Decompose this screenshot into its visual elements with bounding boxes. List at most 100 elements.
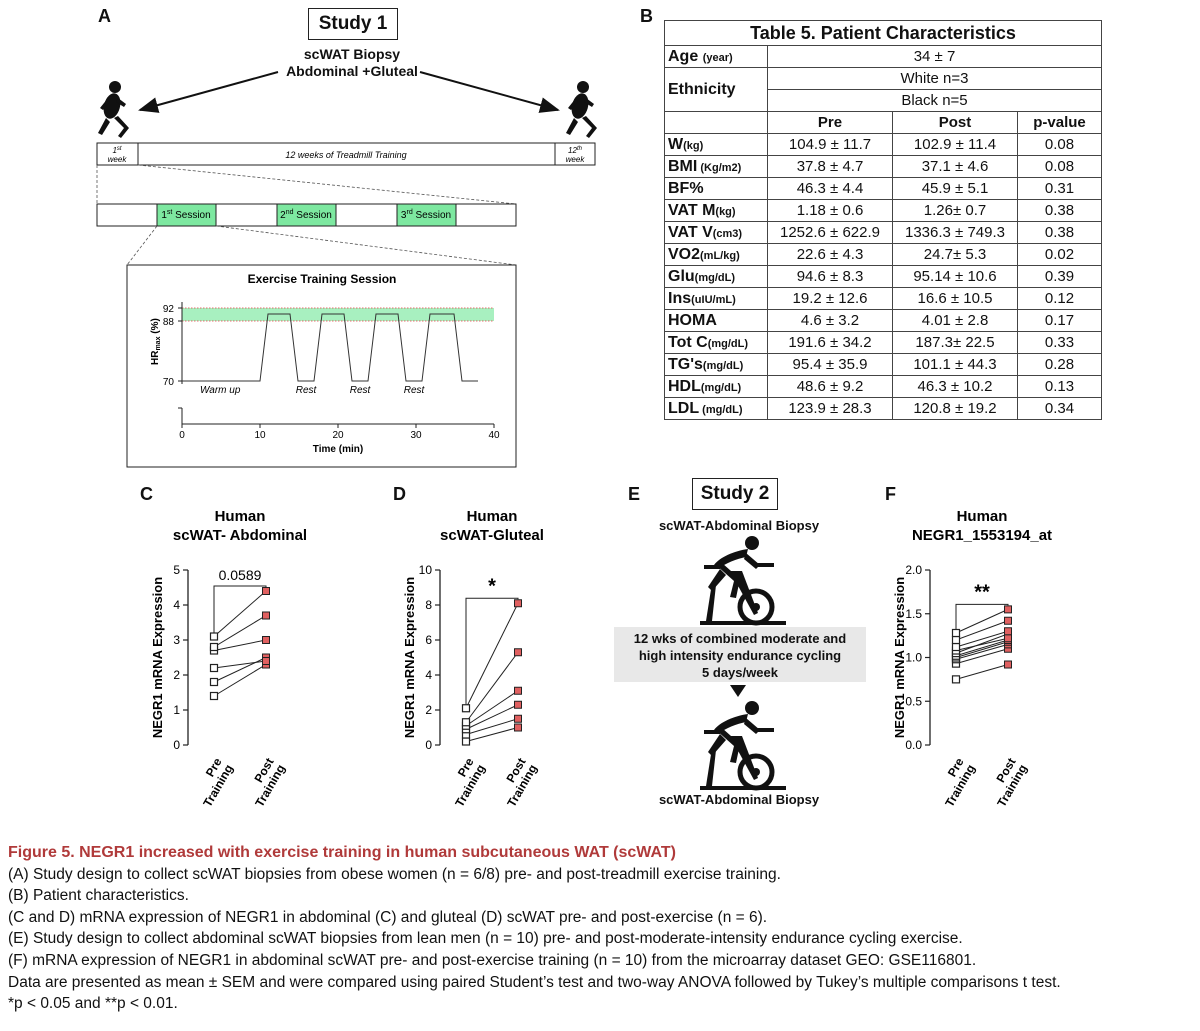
study-1-biopsy: scWAT Biopsy Abdominal +Gluteal bbox=[252, 46, 452, 80]
protocol-box: 12 wks of combined moderate and high int… bbox=[614, 627, 866, 682]
y-tick-label: 4 bbox=[173, 598, 180, 612]
significance-label: 0.0589 bbox=[219, 567, 262, 583]
table-row: Ethnicity White n=3 bbox=[664, 67, 1102, 112]
row-label: Tot C(mg/dL) bbox=[664, 331, 768, 354]
panel-a-letter: A bbox=[98, 6, 111, 26]
significance-bracket bbox=[465, 597, 519, 705]
chart-title-line-1: Human bbox=[467, 508, 518, 525]
x-tick: 0 bbox=[179, 430, 185, 441]
pair-line bbox=[465, 718, 519, 735]
hr-trace bbox=[182, 313, 478, 382]
pair-line bbox=[213, 590, 267, 637]
pair-line bbox=[955, 664, 1009, 680]
table-row: TG's(mg/dL) 95.4 ± 35.9 101.1 ± 44.3 0.28 bbox=[664, 353, 1102, 376]
chart-title-line-1: Human bbox=[215, 508, 266, 525]
pair-line bbox=[955, 633, 1009, 654]
y-tick-label: 0.5 bbox=[905, 694, 922, 708]
caption-line: (B) Patient characteristics. bbox=[8, 887, 189, 905]
chart-f: Human NEGR1_1553194_at 0.0 0.5 1.0 1.5 2.0NEGR… bbox=[892, 508, 1052, 809]
panel-a-diagram: 92 88 70 0 10 20 30 40 Time (min) Exerci… bbox=[96, 71, 597, 468]
arrow-to-end bbox=[419, 71, 560, 113]
patient-characteristics-table: Table 5. Patient Characteristics Age (ye… bbox=[664, 20, 1102, 420]
caption-line: (E) Study design to collect abdominal sc… bbox=[8, 930, 963, 948]
table-row: W(kg) 104.9 ± 11.7 102.9 ± 11.4 0.08 bbox=[664, 133, 1102, 156]
post-value: 46.3 ± 10.2 bbox=[892, 375, 1018, 398]
row-label: VAT M(kg) bbox=[664, 199, 768, 222]
protocol-line-1: 12 wks of combined moderate and bbox=[633, 631, 847, 646]
chart-title-line-2: NEGR1_1553194_at bbox=[912, 527, 1052, 544]
session-2-box bbox=[276, 203, 337, 227]
pre-point bbox=[209, 691, 219, 701]
x-axis-label: Time (min) bbox=[313, 444, 363, 455]
post-value: 187.3± 22.5 bbox=[892, 331, 1018, 354]
x-tick: 10 bbox=[254, 430, 266, 441]
y-tick-label: 1 bbox=[173, 703, 180, 717]
y-axis-label: NEGR1 mRNA Expression bbox=[150, 577, 165, 738]
x-category-label: PreTraining bbox=[441, 755, 488, 809]
y-tick-label: 2 bbox=[425, 703, 432, 717]
post-point bbox=[514, 723, 522, 732]
post-point bbox=[514, 686, 522, 695]
session-title: Exercise Training Session bbox=[248, 272, 397, 286]
table-row: Black n=5 bbox=[665, 89, 1102, 112]
pair-line bbox=[955, 639, 1009, 657]
pair-line bbox=[955, 630, 1009, 648]
pair-line bbox=[213, 664, 267, 697]
caption-line: *p < 0.05 and **p < 0.01. bbox=[8, 995, 178, 1013]
table-row: Tot C(mg/dL) 191.6 ± 34.2 187.3± 22.5 0.33 bbox=[664, 331, 1102, 354]
pair-line bbox=[213, 615, 267, 648]
caption-line: (A) Study design to collect scWAT biopsi… bbox=[8, 865, 781, 883]
pre-point bbox=[951, 628, 961, 638]
post-value: 37.1 ± 4.6 bbox=[892, 155, 1018, 178]
post-point bbox=[514, 714, 522, 723]
pre-value: 1.18 ± 0.6 bbox=[767, 199, 893, 222]
table-row: VO2(mL/kg) 22.6 ± 4.3 24.7± 5.3 0.02 bbox=[664, 243, 1102, 266]
row-label: Ins(uIU/mL) bbox=[664, 287, 768, 310]
pre-value: 1252.6 ± 622.9 bbox=[767, 221, 893, 244]
down-arrow-icon bbox=[730, 685, 746, 697]
p-value: 0.08 bbox=[1017, 133, 1102, 156]
warm-up-label: Warm up bbox=[200, 385, 241, 396]
post-value: 1.26± 0.7 bbox=[892, 199, 1018, 222]
p-value: 0.12 bbox=[1017, 287, 1102, 310]
table-row: BF% 46.3 ± 4.4 45.9 ± 5.1 0.31 bbox=[664, 177, 1102, 200]
p-value: 0.38 bbox=[1017, 199, 1102, 222]
post-value: 24.7± 5.3 bbox=[892, 243, 1018, 266]
row-label: LDL (mg/dL) bbox=[664, 397, 768, 420]
x-tick: 20 bbox=[332, 430, 344, 441]
pair-line bbox=[955, 608, 1009, 634]
panel-c-letter: C bbox=[140, 484, 153, 504]
post-point bbox=[1004, 616, 1012, 625]
caption-line: Data are presented as mean ± SEM and wer… bbox=[8, 973, 1061, 991]
x-category-label: PostTraining bbox=[241, 756, 288, 810]
post-point bbox=[1004, 627, 1012, 636]
row-label: Ethnicity bbox=[664, 67, 768, 112]
post-point bbox=[1004, 660, 1012, 669]
panel-d-letter: D bbox=[393, 484, 406, 504]
post-point bbox=[262, 587, 270, 595]
pre-point bbox=[461, 718, 471, 727]
p-value: 0.17 bbox=[1017, 309, 1102, 332]
rest-label: Rest bbox=[350, 385, 372, 396]
panel-b-letter: B bbox=[640, 6, 653, 26]
pair-line bbox=[465, 727, 519, 742]
col-header: Post bbox=[892, 111, 1018, 134]
protocol-line-3: 5 days/week bbox=[702, 665, 778, 680]
pre-value: 123.9 ± 28.3 bbox=[767, 397, 893, 420]
y-tick-label: 2.0 bbox=[905, 563, 922, 577]
y-tick-label: 1.5 bbox=[905, 607, 922, 621]
row-label: Age (year) bbox=[664, 45, 768, 68]
post-value: 45.9 ± 5.1 bbox=[892, 177, 1018, 200]
pair-line bbox=[955, 637, 1009, 651]
y-tick-label: 3 bbox=[173, 633, 180, 647]
y-tick-label: 0.0 bbox=[905, 738, 922, 752]
session-2-label: 2nd Session bbox=[280, 209, 332, 221]
rest-label: Rest bbox=[404, 385, 426, 396]
pre-value: 46.3 ± 4.4 bbox=[767, 177, 893, 200]
timeline-label: 12 weeks of Treadmill Training bbox=[285, 150, 406, 160]
session-3-box bbox=[396, 203, 457, 227]
y-axis-label: NEGR1 mRNA Expression bbox=[892, 577, 907, 738]
chart-title-line-2: scWAT-Gluteal bbox=[440, 527, 544, 544]
biopsy-bottom: scWAT-Abdominal Biopsy bbox=[658, 792, 820, 807]
